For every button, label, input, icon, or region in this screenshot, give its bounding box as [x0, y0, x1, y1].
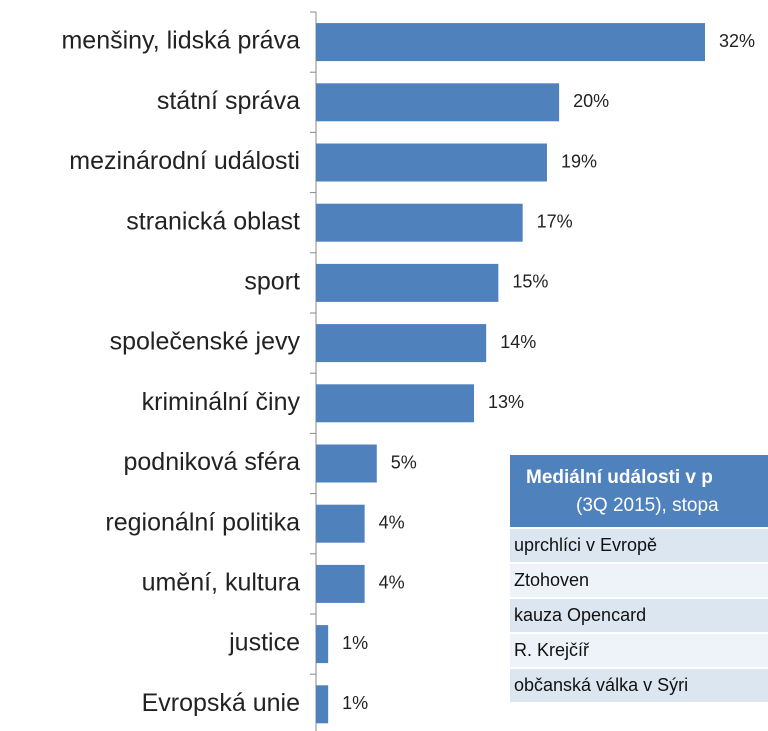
category-label: podniková sféra — [123, 448, 300, 476]
bar — [316, 444, 377, 483]
category-label: kriminální činy — [142, 388, 301, 416]
bar — [316, 263, 499, 302]
value-label: 20% — [573, 91, 609, 111]
category-label: regionální politika — [105, 508, 300, 536]
value-label: 5% — [391, 452, 417, 472]
category-label: sport — [244, 268, 300, 296]
category-label: justice — [228, 629, 300, 657]
value-label: 19% — [561, 151, 597, 171]
category-label: společenské jevy — [110, 328, 301, 356]
value-label: 1% — [342, 693, 368, 713]
table-title: Mediální události v p — [526, 467, 713, 488]
table-row: Ztohoven — [510, 564, 768, 597]
bar — [316, 504, 365, 543]
value-label: 14% — [500, 332, 536, 352]
category-label: umění, kultura — [142, 569, 301, 597]
value-label: 17% — [537, 211, 573, 231]
bar — [316, 324, 487, 363]
bar — [316, 685, 329, 724]
table-subtitle: (3Q 2015), stopa — [576, 495, 719, 516]
category-label: státní správa — [157, 87, 300, 115]
value-label: 13% — [488, 392, 524, 412]
table-header: Mediální události v p (3Q 2015), stopa — [510, 455, 768, 527]
category-label: mezinárodní události — [69, 147, 300, 175]
events-table: Mediální události v p (3Q 2015), stopa u… — [510, 455, 768, 702]
bar — [316, 143, 547, 182]
table-row: R. Krejčíř — [510, 634, 768, 667]
value-label: 1% — [342, 633, 368, 653]
bar — [316, 564, 365, 603]
bar — [316, 203, 523, 242]
value-label: 4% — [379, 573, 405, 593]
table-row: občanská válka v Sýri — [510, 669, 768, 702]
value-label: 4% — [379, 512, 405, 532]
bar — [316, 23, 705, 62]
category-label: Evropská unie — [142, 689, 300, 717]
bar — [316, 384, 475, 423]
table-row: kauza Opencard — [510, 599, 768, 632]
bar — [316, 83, 560, 122]
table-row: uprchlíci v Evropě — [510, 529, 768, 562]
category-label: stranická oblast — [126, 207, 300, 235]
category-label: menšiny, lidská práva — [61, 27, 300, 55]
bar — [316, 625, 329, 664]
value-label: 15% — [512, 272, 548, 292]
value-label: 32% — [719, 31, 755, 51]
